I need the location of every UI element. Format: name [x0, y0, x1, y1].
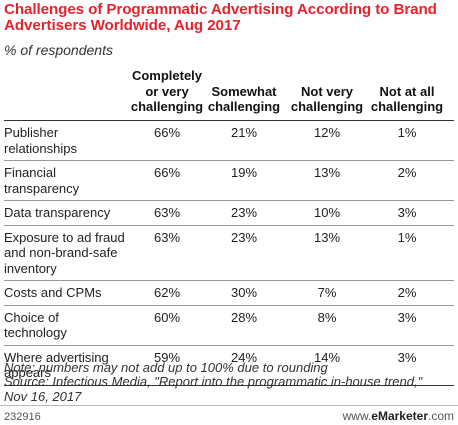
column-header-line: Completely — [131, 68, 203, 83]
row-label: Publisher relationships — [4, 125, 134, 156]
row-divider — [4, 200, 454, 201]
brand-prefix: www. — [342, 409, 372, 423]
column-header: Completely or very challenging — [122, 68, 212, 115]
table-row: Choice of technology 60% 28% 8% 3% — [0, 306, 458, 345]
table-cell: 8% — [317, 309, 337, 325]
row-label: Financial transparency — [4, 165, 134, 196]
row-label-line: Exposure to ad fraud — [4, 229, 125, 245]
table-cell: 13% — [313, 229, 341, 245]
table-row: Data transparency 63% 23% 10% 3% — [0, 201, 458, 225]
row-divider — [4, 160, 454, 161]
row-label-line: and non-brand-safe — [4, 245, 118, 260]
column-header-line: challenging — [370, 99, 444, 114]
column-header-line: Somewhat — [211, 83, 277, 99]
column-header: Somewhat challenging — [199, 84, 289, 115]
table-cell: 63% — [153, 229, 181, 245]
table-cell: 3% — [397, 349, 417, 365]
row-divider — [4, 224, 454, 226]
column-header-line: or very — [145, 83, 189, 99]
row-label: Costs and CPMs — [4, 285, 134, 301]
table-cell: 19% — [230, 165, 258, 180]
note-text: Note: numbers may not add up to 100% due… — [4, 360, 328, 375]
table-cell: 10% — [313, 205, 341, 220]
table-cell: 63% — [153, 205, 181, 220]
table-cell: 12% — [313, 125, 341, 140]
table-row: Publisher relationships 66% 21% 12% 1% — [0, 121, 458, 160]
column-header-line: challenging — [207, 99, 281, 114]
chart-subtitle: % of respondents — [4, 42, 113, 58]
table-row: Exposure to ad fraud and non-brand-safe in… — [0, 226, 458, 281]
table-cell: 1% — [397, 125, 417, 140]
row-label-line: Choice of — [4, 309, 59, 325]
table-cell: 23% — [230, 205, 258, 220]
chart-notes: Note: numbers may not add up to 100% due… — [4, 360, 456, 404]
table-row: Where advertising appears 59% 24% 14% 3% — [0, 346, 458, 385]
row-label: Choice of technology — [4, 310, 134, 341]
table-cell: 3% — [397, 205, 417, 220]
table-cell: 59% — [153, 349, 181, 365]
table-cell: 2% — [397, 285, 417, 300]
row-label-line: Publisher — [4, 125, 59, 140]
table-cell: 66% — [153, 125, 181, 140]
table-cell: 66% — [153, 165, 181, 180]
table-cell: 2% — [397, 165, 417, 180]
table-row: Costs and CPMs 62% 30% 7% 2% — [0, 281, 458, 305]
row-label-line: relationships — [4, 140, 77, 156]
row-label-line: appears — [4, 365, 51, 380]
column-header: Not very challenging — [282, 84, 372, 115]
brand-name: eMarketer — [371, 409, 428, 423]
row-label-line: Financial — [4, 165, 57, 180]
table-cell: 28% — [230, 309, 258, 325]
row-label-line: technology — [4, 325, 67, 340]
row-divider — [4, 384, 454, 386]
column-header-line: challenging — [290, 99, 364, 114]
table-cell: 23% — [230, 229, 258, 245]
row-divider — [4, 280, 454, 281]
row-label-line: Data transparency — [4, 205, 111, 220]
row-label: Exposure to ad fraud and non-brand-safe in… — [4, 230, 134, 277]
footer-divider — [0, 405, 458, 406]
table-cell: 7% — [317, 285, 337, 300]
column-header-line: Not at all — [379, 83, 435, 99]
brand-suffix: .com — [427, 409, 454, 423]
brand-logo: www.eMarketer.com — [343, 409, 454, 423]
column-header-line: challenging — [130, 99, 204, 114]
table-cell: 14% — [313, 349, 341, 365]
column-header-line: Not very — [300, 83, 354, 99]
column-header: Not at all challenging — [362, 84, 452, 115]
column-headers: Completely or very challenging Somewhat chal… — [0, 68, 458, 120]
source-line-2: Nov 16, 2017 — [4, 388, 82, 404]
row-divider — [4, 344, 454, 346]
table-cell: 62% — [153, 285, 181, 300]
table-cell: 21% — [230, 125, 258, 140]
row-label-line: transparency — [4, 180, 80, 196]
table-cell: 24% — [230, 349, 258, 365]
header-rule — [4, 120, 454, 121]
row-label-line: Costs and CPMs — [4, 285, 102, 300]
row-label-line: inventory — [4, 260, 57, 276]
table-row: Financial transparency 66% 19% 13% 2% — [0, 161, 458, 200]
row-label: Data transparency — [4, 205, 134, 221]
chart-title: Challenges of Programmatic Advertising A… — [4, 1, 437, 34]
chart-id: 232916 — [4, 411, 41, 423]
table-cell: 30% — [230, 285, 258, 300]
table-cell: 3% — [397, 309, 417, 325]
row-label-line: Where advertising — [4, 349, 109, 365]
row-divider — [4, 304, 454, 306]
table-cell: 1% — [397, 229, 417, 245]
source-line-1: Source: Infectious Media, "Report into t… — [4, 374, 423, 390]
table-cell: 60% — [153, 309, 181, 325]
row-label: Where advertising appears — [4, 350, 134, 381]
table-cell: 13% — [313, 165, 341, 180]
